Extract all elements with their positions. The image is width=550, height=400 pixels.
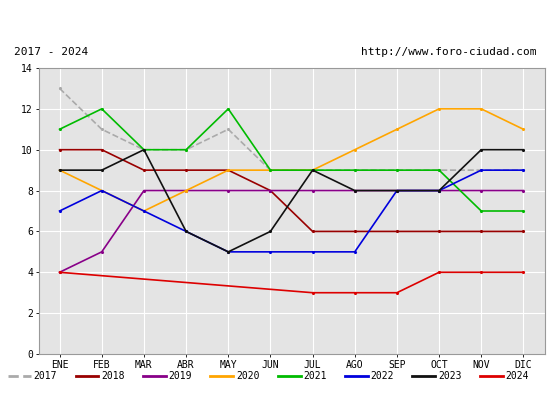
Text: http://www.foro-ciudad.com: http://www.foro-ciudad.com (361, 47, 536, 57)
Text: 2024: 2024 (505, 371, 529, 381)
Text: 2017 - 2024: 2017 - 2024 (14, 47, 88, 57)
Text: 2019: 2019 (168, 371, 192, 381)
Text: 2017: 2017 (34, 371, 57, 381)
Text: 2021: 2021 (303, 371, 327, 381)
Text: 2020: 2020 (236, 371, 260, 381)
Text: 2018: 2018 (101, 371, 125, 381)
Text: Evolucion del paro registrado en Fuencemillán: Evolucion del paro registrado en Fuencem… (98, 10, 452, 26)
Text: 2023: 2023 (438, 371, 461, 381)
Text: 2022: 2022 (371, 371, 394, 381)
